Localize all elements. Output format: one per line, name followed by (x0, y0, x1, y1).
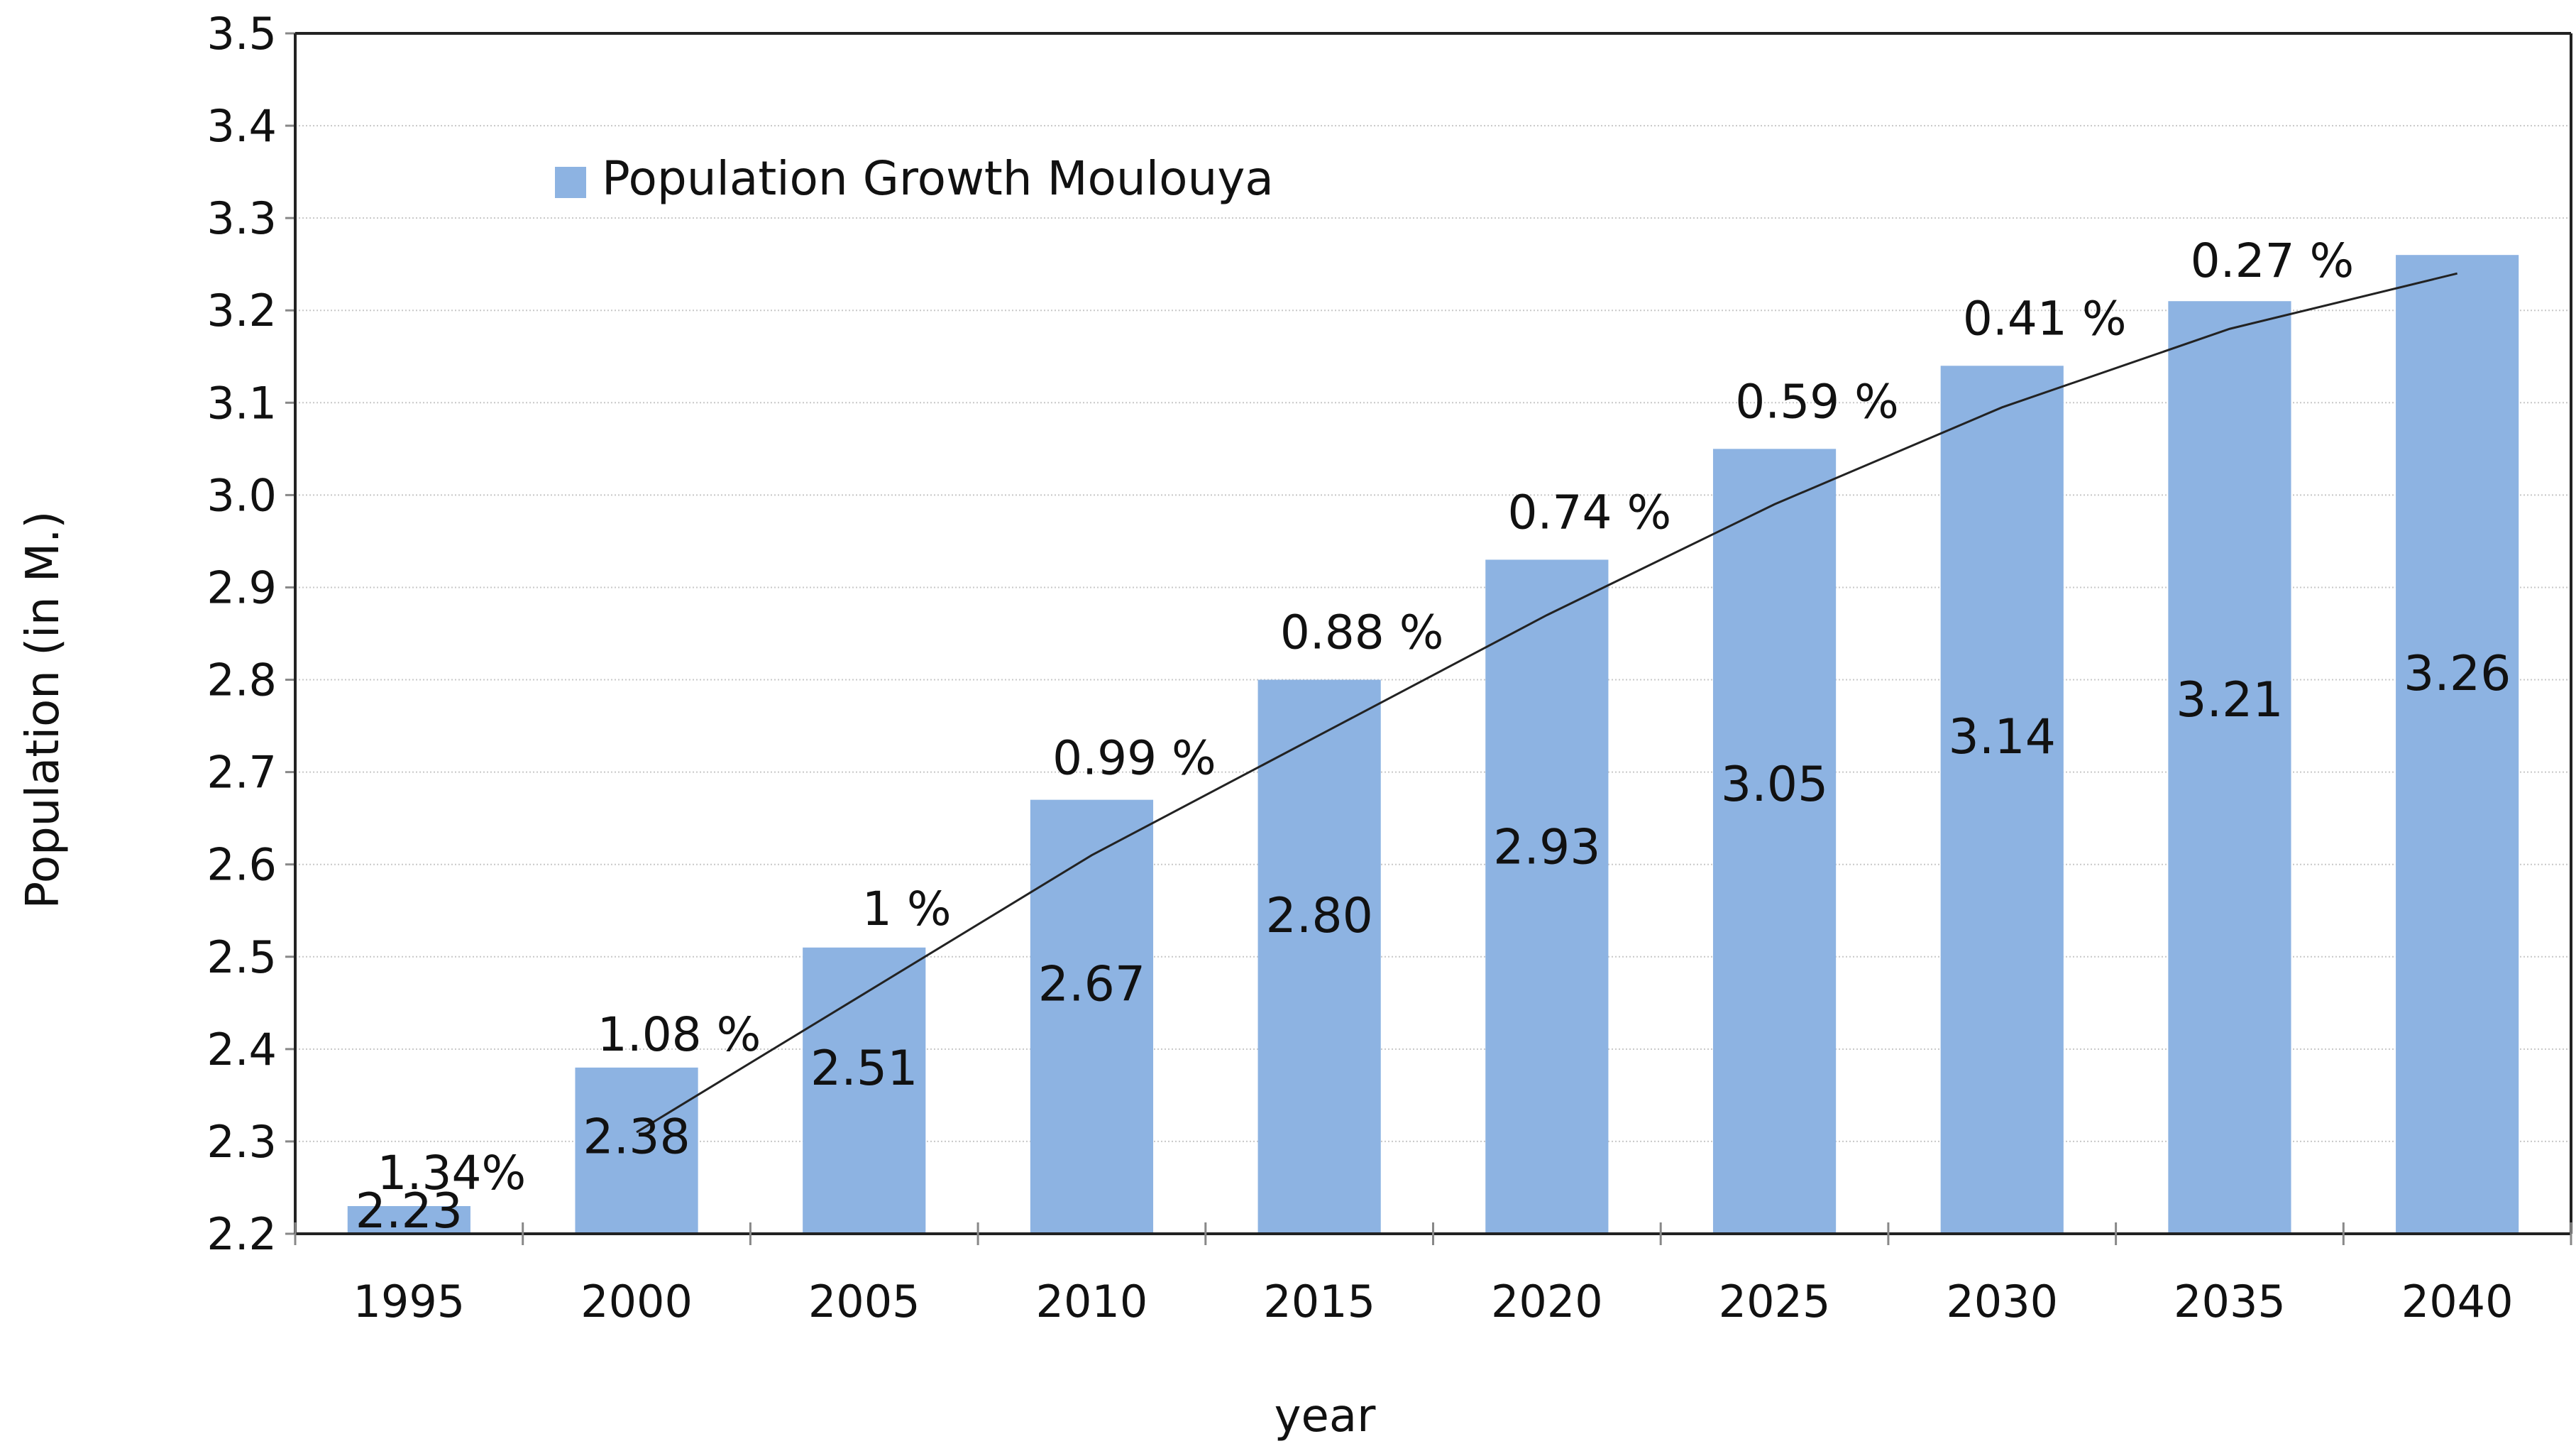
y-tick-label-5: 2.7 (207, 747, 277, 799)
bar-2000 (575, 1067, 698, 1234)
bar-value-label-2025: 3.05 (1721, 757, 1828, 813)
legend: Population Growth Moulouya (555, 151, 1274, 206)
x-tick-label-2035: 2035 (2174, 1276, 2286, 1327)
x-tick-label-2030: 2030 (1946, 1276, 2058, 1327)
x-tick-label-2010: 2010 (1036, 1276, 1148, 1327)
y-tick-label-13: 3.5 (207, 8, 277, 60)
x-tick-label-1995: 1995 (353, 1276, 465, 1327)
x-tick-label-2005: 2005 (808, 1276, 920, 1327)
growth-rate-label-1995: 1.34% (378, 1146, 527, 1200)
y-tick-label-4: 2.6 (207, 839, 277, 891)
x-tick-label-2025: 2025 (1719, 1276, 1831, 1327)
bar-value-label-2035: 3.21 (2176, 672, 2283, 728)
bar-value-label-2005: 2.51 (810, 1041, 918, 1097)
x-tick-label-2040: 2040 (2401, 1276, 2514, 1327)
y-tick-label-12: 3.4 (207, 100, 277, 152)
bar-value-label-2000: 2.38 (583, 1110, 690, 1166)
y-tick-label-0: 2.2 (207, 1208, 277, 1260)
bar-2020 (1485, 559, 1609, 1234)
y-tick-label-1: 2.3 (207, 1116, 277, 1168)
axes-layer (285, 32, 2572, 1245)
growth-trend-line (636, 272, 2458, 1134)
y-axis-title: Population (in M.) (17, 511, 70, 909)
bar-2030 (1940, 366, 2064, 1234)
bar-2040 (2396, 255, 2519, 1234)
growth-rate-label-2025: 0.59 % (1735, 374, 1899, 429)
x-axis-title: year (1275, 1390, 1376, 1442)
bar-2015 (1257, 679, 1381, 1234)
bar-value-label-2020: 2.93 (1493, 820, 1600, 876)
bar-value-label-2010: 2.67 (1038, 957, 1145, 1013)
y-tick-label-7: 2.9 (207, 562, 277, 613)
y-tick-label-3: 2.5 (207, 931, 277, 983)
y-tick-label-2: 2.4 (207, 1024, 277, 1075)
labels-layer: 2.2 2.3 2.4 2.5 2.6 2.7 2.8 2.9 3.0 3.1 3.2 3.3 3.4 3… (207, 8, 2513, 1327)
bars-layer (347, 255, 2519, 1234)
growth-rate-label-2015: 0.88 % (1280, 606, 1444, 660)
y-tick-label-10: 3.2 (207, 285, 277, 336)
bar-2010 (1030, 799, 1154, 1234)
bar-1995 (347, 1205, 470, 1234)
growth-rate-label-2000: 1.08 % (598, 1007, 761, 1062)
legend-swatch (555, 167, 586, 198)
bar-2005 (803, 947, 926, 1234)
legend-label: Population Growth Moulouya (602, 151, 1274, 206)
y-tick-label-8: 3.0 (207, 469, 277, 521)
bar-value-label-1995: 2.23 (356, 1183, 463, 1239)
bar-2035 (2168, 301, 2291, 1234)
y-tick-label-11: 3.3 (207, 192, 277, 244)
bar-value-label-2040: 3.26 (2404, 646, 2511, 702)
y-tick-label-6: 2.8 (207, 655, 277, 706)
x-tick-label-2015: 2015 (1263, 1276, 1375, 1327)
bar-2025 (1712, 449, 1837, 1234)
growth-rate-label-2020: 0.74 % (1508, 485, 1672, 540)
bar-value-label-2015: 2.80 (1265, 888, 1372, 944)
growth-rate-label-2005: 1 % (862, 882, 952, 936)
growth-rate-label-2010: 0.99 % (1052, 731, 1216, 786)
bar-value-label-2030: 3.14 (1949, 709, 2056, 765)
growth-rate-label-2035: 0.27 % (2191, 234, 2355, 288)
x-tick-label-2020: 2020 (1491, 1276, 1603, 1327)
trend-layer (636, 272, 2458, 1134)
y-tick-label-9: 3.1 (207, 377, 277, 429)
x-tick-label-2000: 2000 (580, 1276, 693, 1327)
growth-rate-label-2030: 0.41 % (1963, 291, 2127, 346)
